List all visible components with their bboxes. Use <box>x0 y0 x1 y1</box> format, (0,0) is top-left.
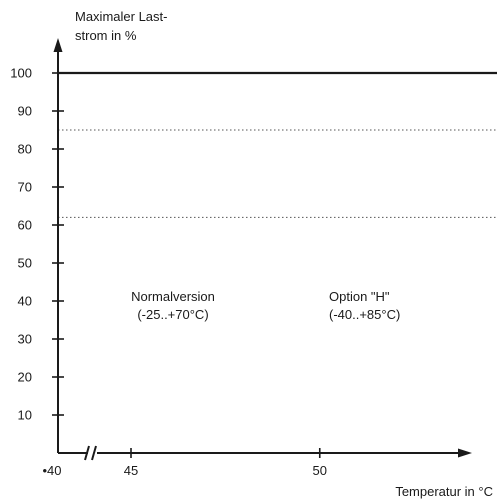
y-tick-label-30: 30 <box>18 332 32 347</box>
y-ticks: 10 20 30 40 50 60 70 80 90 100 <box>10 66 64 423</box>
y-tick-label-70: 70 <box>18 180 32 195</box>
option-h-label: Option "H" <box>329 289 390 304</box>
y-tick-label-10: 10 <box>18 408 32 423</box>
y-tick-label-60: 60 <box>18 218 32 233</box>
y-tick-label-100: 100 <box>10 66 32 81</box>
x-axis-arrowhead <box>458 448 472 458</box>
normalversion-range: (-25..+70°C) <box>137 307 208 322</box>
y-tick-label-50: 50 <box>18 256 32 271</box>
y-tick-label-40: 40 <box>18 294 32 309</box>
x-tick-label-0: •40 <box>42 463 61 478</box>
derating-curve <box>58 71 497 75</box>
y-axis-title-line2: strom in % <box>75 28 137 43</box>
option-h-range: (-40..+85°C) <box>329 307 400 322</box>
x-axis-break-mark <box>84 445 97 461</box>
y-axis <box>53 38 63 453</box>
x-axis-title: Temperatur in °C <box>395 484 493 499</box>
x-ticks: •40455055606570758085 <box>42 448 327 478</box>
dotted-guides <box>58 72 497 218</box>
x-tick-label-2: 50 <box>313 463 327 478</box>
normalversion-label: Normalversion <box>131 289 215 304</box>
x-tick-label-1: 45 <box>124 463 138 478</box>
annotations: Normalversion (-25..+70°C) Option "H" (-… <box>131 289 400 322</box>
y-tick-label-90: 90 <box>18 104 32 119</box>
y-axis-title-line1: Maximaler Last- <box>75 9 167 24</box>
y-axis-arrowhead <box>53 38 63 52</box>
y-tick-label-80: 80 <box>18 142 32 157</box>
x-axis <box>58 445 472 461</box>
y-tick-label-20: 20 <box>18 370 32 385</box>
